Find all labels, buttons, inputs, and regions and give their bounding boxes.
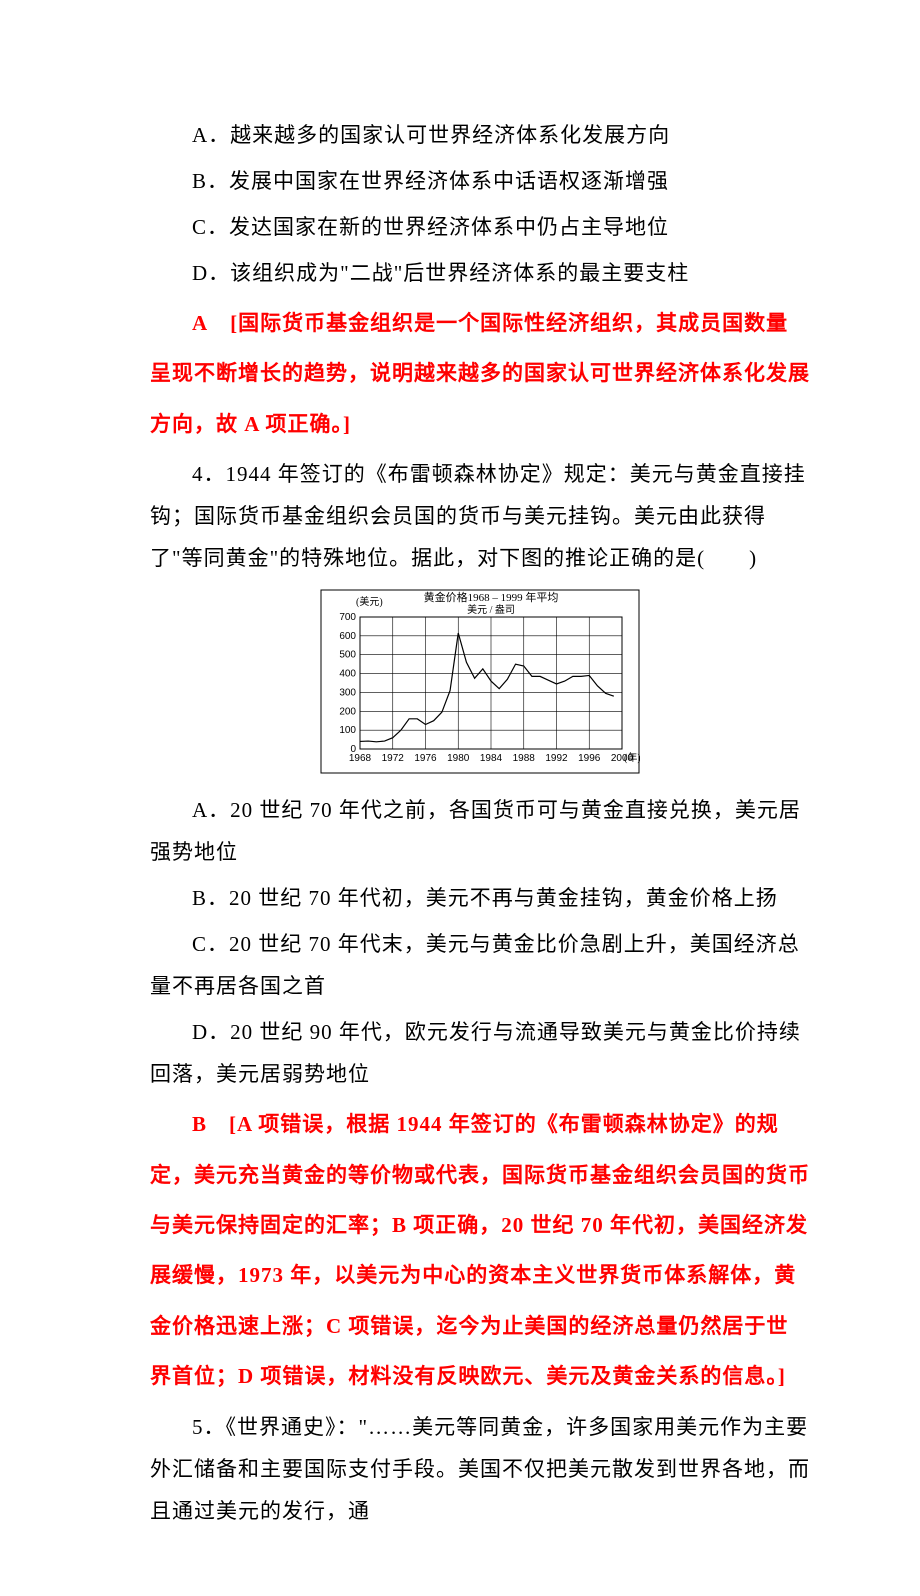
answer-2: B [A 项错误，根据 1944 年签订的《布雷顿森林协定》的规定，美元充当黄金… <box>150 1099 810 1401</box>
svg-text:600: 600 <box>339 631 356 642</box>
svg-text:500: 500 <box>339 650 356 661</box>
option-c: C．发达国家在新的世界经济体系中仍占主导地位 <box>150 206 810 248</box>
q4-option-d: D．20 世纪 90 年代，欧元发行与流通导致美元与黄金比价持续回落，美元居弱势… <box>150 1011 810 1095</box>
svg-text:400: 400 <box>339 669 356 680</box>
svg-text:200: 200 <box>339 706 356 717</box>
answer-2-text: [A 项错误，根据 1944 年签订的《布雷顿森林协定》的规定，美元充当黄金的等… <box>150 1112 810 1388</box>
answer-1-letter: A <box>192 311 208 335</box>
svg-text:1968: 1968 <box>349 753 372 764</box>
svg-text:(年): (年) <box>624 751 640 764</box>
gold-price-chart: 黄金价格1968 – 1999 年平均(美元)美元 / 盎司0100200300… <box>150 589 810 779</box>
svg-text:美元 / 盎司: 美元 / 盎司 <box>467 603 515 616</box>
answer-2-letter: B <box>192 1112 207 1136</box>
gold-price-chart-svg: 黄金价格1968 – 1999 年平均(美元)美元 / 盎司0100200300… <box>320 589 640 774</box>
svg-text:300: 300 <box>339 688 356 699</box>
question-5-intro: 5．《世界通史》："……美元等同黄金，许多国家用美元作为主要外汇储备和主要国际支… <box>150 1406 810 1532</box>
option-b: B．发展中国家在世界经济体系中话语权逐渐增强 <box>150 160 810 202</box>
svg-text:1988: 1988 <box>513 753 536 764</box>
q4-option-c: C．20 世纪 70 年代末，美元与黄金比价急剧上升，美国经济总量不再居各国之首 <box>150 923 810 1007</box>
svg-text:1992: 1992 <box>545 753 568 764</box>
option-a: A．越来越多的国家认可世界经济体系化发展方向 <box>150 114 810 156</box>
svg-text:1980: 1980 <box>447 753 470 764</box>
svg-text:700: 700 <box>339 612 356 623</box>
q4-option-b: B．20 世纪 70 年代初，美元不再与黄金挂钩，黄金价格上扬 <box>150 877 810 919</box>
svg-text:(美元): (美元) <box>356 595 383 608</box>
svg-text:1976: 1976 <box>414 753 437 764</box>
answer-1: A [国际货币基金组织是一个国际性经济组织，其成员国数量呈现不断增长的趋势，说明… <box>150 298 810 449</box>
answer-1-text: [国际货币基金组织是一个国际性经济组织，其成员国数量呈现不断增长的趋势，说明越来… <box>150 311 810 436</box>
svg-text:1984: 1984 <box>480 753 503 764</box>
svg-text:1996: 1996 <box>578 753 601 764</box>
question-4-intro: 4．1944 年签订的《布雷顿森林协定》规定：美元与黄金直接挂钩；国际货币基金组… <box>150 453 810 579</box>
svg-text:100: 100 <box>339 725 356 736</box>
svg-text:1972: 1972 <box>382 753 405 764</box>
svg-text:黄金价格1968 – 1999 年平均: 黄金价格1968 – 1999 年平均 <box>424 590 559 604</box>
q4-option-a: A．20 世纪 70 年代之前，各国货币可与黄金直接兑换，美元居强势地位 <box>150 789 810 873</box>
option-d: D．该组织成为"二战"后世界经济体系的最主要支柱 <box>150 252 810 294</box>
